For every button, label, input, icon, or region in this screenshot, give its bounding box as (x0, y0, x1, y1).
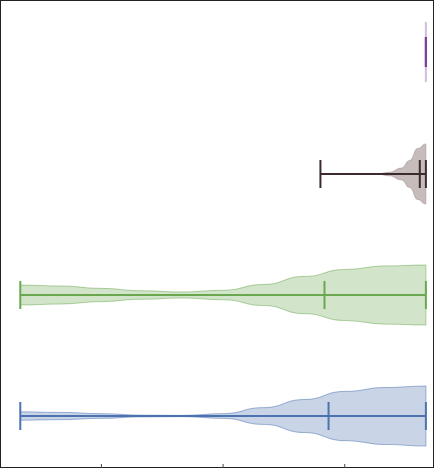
violin-chart (0, 0, 435, 469)
